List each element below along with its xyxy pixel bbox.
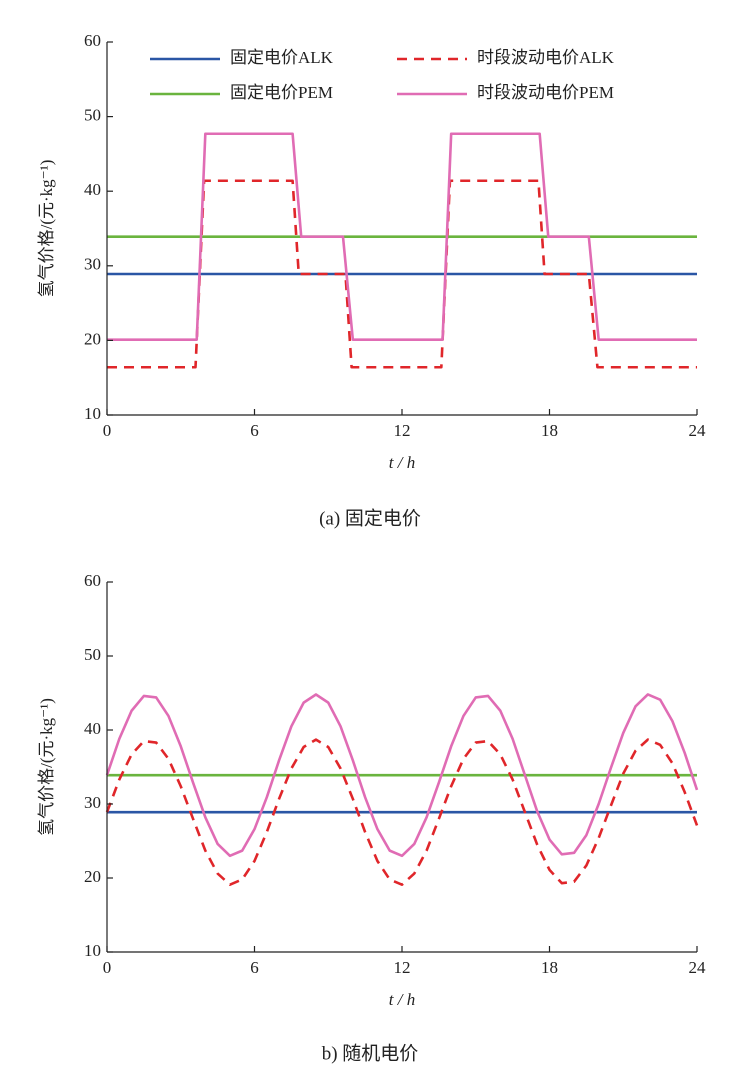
y-tick-label: 20	[84, 329, 101, 348]
y-tick-label: 10	[84, 404, 101, 423]
y-tick-label: 30	[84, 793, 101, 812]
legend-label: 固定电价ALK	[230, 48, 334, 67]
y-tick-label: 30	[84, 255, 101, 274]
y-tick-label: 10	[84, 941, 101, 960]
x-tick-label: 24	[689, 421, 707, 440]
x-tick-label: 6	[250, 421, 259, 440]
x-tick-label: 0	[103, 421, 112, 440]
x-tick-label: 18	[541, 421, 558, 440]
x-tick-label: 24	[689, 958, 707, 977]
y-tick-label: 40	[84, 719, 101, 738]
x-axis-label: t / h	[389, 990, 415, 1009]
legend-label: 时段波动电价PEM	[477, 83, 614, 102]
series-line	[105, 693, 699, 858]
x-tick-label: 12	[394, 421, 411, 440]
series-line	[107, 179, 697, 369]
x-tick-label: 0	[103, 958, 112, 977]
y-tick-label: 60	[84, 31, 101, 50]
x-tick-label: 18	[541, 958, 558, 977]
y-tick-label: 20	[84, 867, 101, 886]
series-line	[107, 132, 697, 341]
caption: b) 随机电价	[322, 1042, 419, 1064]
series-line	[105, 738, 699, 886]
y-tick-label: 50	[84, 106, 101, 125]
y-axis-label: 氢气价格/(元·kg⁻¹)	[37, 698, 56, 836]
x-tick-label: 12	[394, 958, 411, 977]
legend-label: 时段波动电价ALK	[477, 48, 615, 67]
x-axis-label: t / h	[389, 453, 415, 472]
x-tick-label: 6	[250, 958, 259, 977]
y-tick-label: 50	[84, 645, 101, 664]
y-tick-label: 60	[84, 571, 101, 590]
caption: (a) 固定电价	[319, 507, 421, 529]
y-axis-label: 氢气价格/(元·kg⁻¹)	[37, 160, 56, 298]
legend-label: 固定电价PEM	[230, 83, 333, 102]
y-tick-label: 40	[84, 180, 101, 199]
